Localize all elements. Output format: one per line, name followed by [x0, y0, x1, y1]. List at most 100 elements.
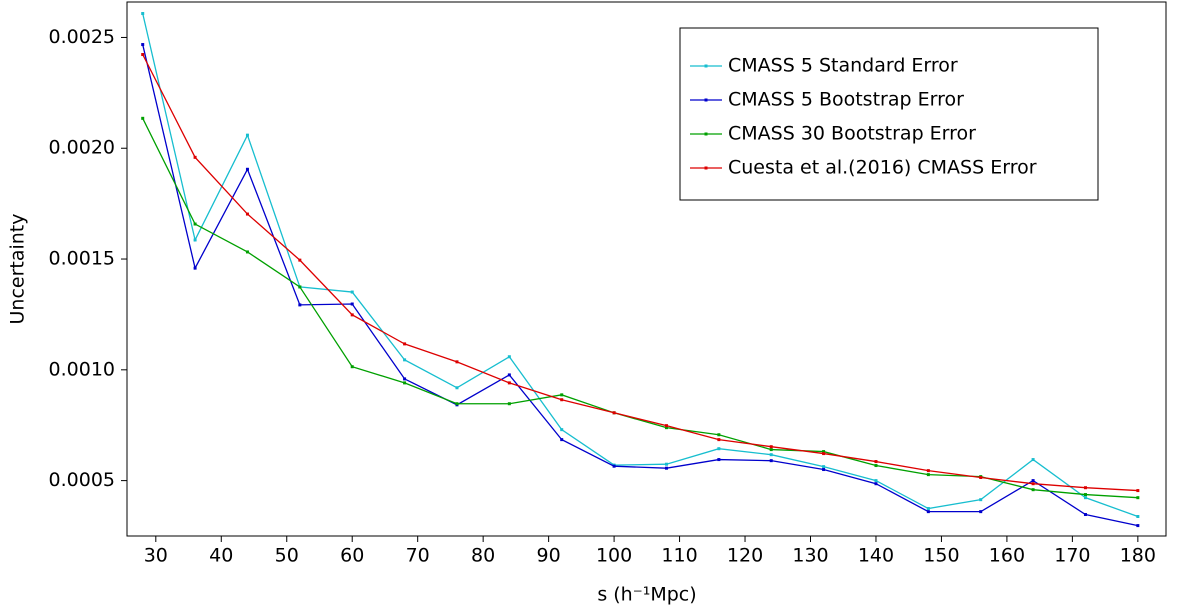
point-marker	[298, 285, 302, 289]
legend-marker	[704, 166, 708, 170]
x-tick-label: 140	[858, 545, 894, 567]
point-marker	[769, 453, 773, 457]
x-tick-label: 40	[209, 545, 233, 567]
y-tick-label: 0.0015	[49, 248, 115, 270]
point-marker	[403, 381, 407, 385]
point-marker	[822, 465, 826, 469]
series-line	[142, 13, 1139, 518]
point-marker	[717, 447, 721, 451]
x-tick-label: 60	[340, 545, 364, 567]
point-marker	[926, 510, 930, 514]
x-axis-label: s (h⁻¹Mpc)	[597, 584, 696, 606]
point-marker	[769, 445, 773, 449]
x-tick-label: 100	[596, 545, 632, 567]
point-marker	[874, 479, 878, 483]
point-marker	[507, 381, 511, 385]
point-marker	[455, 360, 459, 364]
point-marker	[1083, 493, 1087, 497]
point-marker	[874, 482, 878, 486]
point-marker	[874, 460, 878, 464]
x-tick-label: 180	[1120, 545, 1156, 567]
x-tick-label: 90	[537, 545, 561, 567]
legend-box	[679, 27, 1099, 201]
point-marker	[822, 468, 826, 472]
point-marker	[1136, 515, 1140, 519]
x-tick-label: 30	[144, 545, 168, 567]
x-tick-label: 160	[989, 545, 1025, 567]
point-marker	[403, 342, 407, 346]
point-marker	[664, 424, 668, 428]
point-marker	[1031, 458, 1035, 462]
legend-label: CMASS 30 Bootstrap Error	[728, 123, 976, 145]
point-marker	[717, 458, 721, 462]
legend-marker	[704, 64, 708, 68]
x-tick-label: 70	[406, 545, 430, 567]
point-marker	[664, 466, 668, 470]
point-marker	[141, 12, 145, 16]
point-marker	[664, 426, 668, 430]
point-marker	[507, 373, 511, 377]
x-tick-label: 130	[792, 545, 828, 567]
point-marker	[1031, 479, 1035, 483]
point-marker	[1083, 496, 1087, 500]
point-marker	[926, 469, 930, 473]
point-marker	[245, 250, 249, 254]
point-marker	[560, 438, 564, 442]
point-marker	[612, 464, 616, 468]
point-marker	[141, 53, 145, 57]
point-marker	[1083, 513, 1087, 517]
x-tick-label: 110	[661, 545, 697, 567]
point-marker	[1136, 496, 1140, 500]
legend-label: CMASS 5 Standard Error	[728, 55, 958, 77]
point-marker	[769, 459, 773, 463]
x-tick-label: 50	[275, 545, 299, 567]
point-marker	[193, 238, 197, 242]
point-marker	[979, 498, 983, 502]
point-marker	[193, 222, 197, 226]
point-marker	[560, 428, 564, 432]
point-marker	[1083, 486, 1087, 490]
point-marker	[1031, 482, 1035, 486]
x-tick-label: 80	[471, 545, 495, 567]
point-marker	[245, 167, 249, 171]
x-tick-label: 170	[1054, 545, 1090, 567]
point-marker	[298, 303, 302, 307]
y-tick-label: 0.0005	[49, 469, 115, 491]
point-marker	[1031, 488, 1035, 492]
point-marker	[926, 473, 930, 477]
point-marker	[141, 43, 145, 47]
point-marker	[664, 462, 668, 466]
point-marker	[1136, 489, 1140, 493]
point-marker	[979, 476, 983, 480]
legend-marker	[704, 132, 708, 136]
point-marker	[769, 448, 773, 452]
y-tick-label: 0.0020	[49, 137, 115, 159]
point-marker	[350, 302, 354, 306]
point-marker	[1136, 524, 1140, 528]
point-marker	[717, 433, 721, 437]
point-marker	[455, 402, 459, 406]
series-line	[142, 44, 1138, 527]
point-marker	[141, 116, 145, 120]
point-marker	[926, 507, 930, 511]
legend-label: Cuesta et al.(2016) CMASS Error	[728, 157, 1037, 179]
point-marker	[560, 393, 564, 397]
point-marker	[507, 355, 511, 359]
point-marker	[350, 290, 354, 294]
point-marker	[193, 266, 197, 270]
point-marker	[874, 464, 878, 468]
point-marker	[245, 133, 249, 137]
point-marker	[822, 452, 826, 456]
point-marker	[245, 212, 249, 216]
point-marker	[350, 313, 354, 317]
y-axis-label: Uncertainty	[7, 213, 29, 324]
point-marker	[298, 258, 302, 262]
legend-label: CMASS 5 Bootstrap Error	[728, 89, 964, 111]
point-marker	[350, 365, 354, 369]
x-tick-label: 120	[727, 545, 763, 567]
point-marker	[560, 398, 564, 402]
point-marker	[455, 386, 459, 390]
x-tick-label: 150	[923, 545, 959, 567]
point-marker	[979, 510, 983, 514]
